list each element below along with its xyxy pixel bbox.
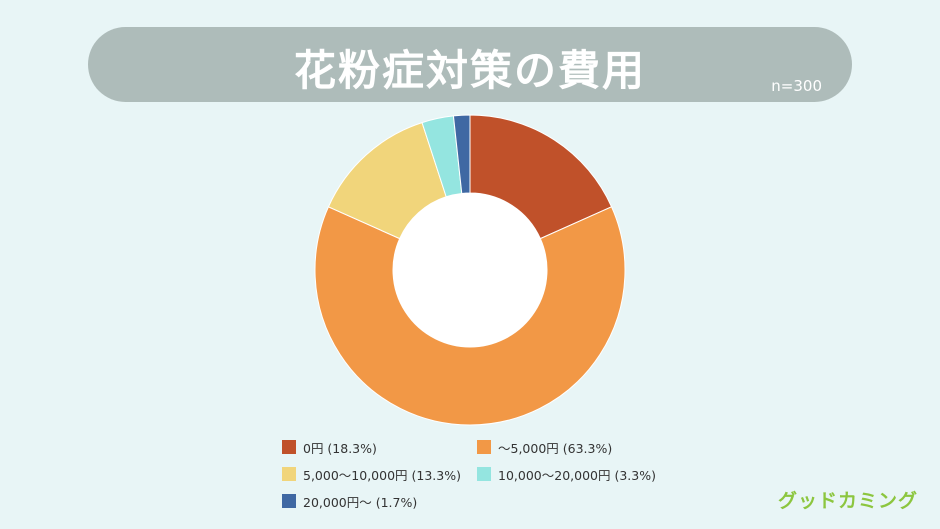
sample-size-label: n=300: [771, 77, 822, 95]
legend-item-0: 0円 (18.3%): [282, 438, 477, 456]
legend-label: 5,000〜10,000円 (13.3%): [303, 467, 461, 483]
legend-item-3: 10,000〜20,000円 (3.3%): [477, 465, 702, 483]
chart-legend: 0円 (18.3%) 〜5,000円 (63.3%) 5,000〜10,000円…: [282, 438, 702, 510]
donut-hole: [393, 193, 547, 347]
brand-logo: グッドカミング: [777, 490, 918, 512]
legend-label: 20,000円〜 (1.7%): [303, 494, 418, 510]
title-banner: 花粉症対策の費用 n=300: [88, 27, 852, 102]
legend-item-1: 〜5,000円 (63.3%): [477, 438, 702, 456]
legend-swatch: [282, 494, 296, 508]
legend-swatch: [477, 467, 491, 481]
legend-item-2: 5,000〜10,000円 (13.3%): [282, 465, 477, 483]
legend-label: 10,000〜20,000円 (3.3%): [498, 467, 656, 483]
page-title: 花粉症対策の費用: [293, 46, 646, 95]
legend-label: 0円 (18.3%): [303, 440, 377, 456]
legend-item-4: 20,000円〜 (1.7%): [282, 492, 477, 510]
legend-swatch: [477, 440, 491, 454]
legend-label: 〜5,000円 (63.3%): [498, 440, 613, 456]
legend-swatch: [282, 467, 296, 481]
legend-swatch: [282, 440, 296, 454]
donut-slice-1: [314, 206, 626, 426]
